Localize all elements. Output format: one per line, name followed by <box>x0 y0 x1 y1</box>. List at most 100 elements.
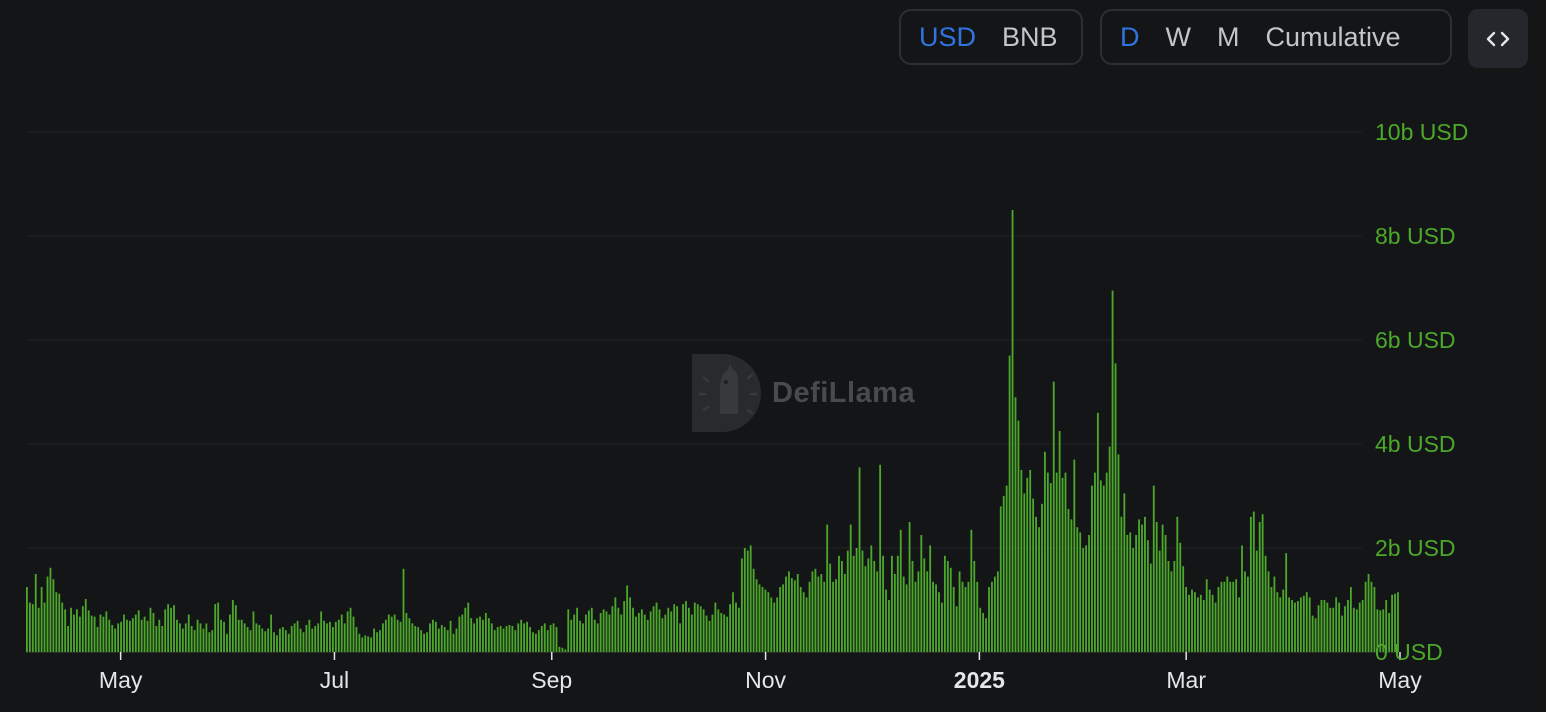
volume-bar <box>246 627 249 652</box>
volume-bar <box>767 592 770 652</box>
volume-bar <box>490 623 493 652</box>
volume-bar <box>499 626 502 652</box>
volume-bar <box>1167 561 1170 652</box>
period-weekly-button[interactable]: W <box>1153 22 1204 53</box>
volume-bar <box>1397 592 1399 652</box>
volume-bar <box>1226 576 1229 652</box>
volume-bar <box>214 604 217 652</box>
volume-bar <box>938 592 940 652</box>
volume-bar <box>1185 587 1188 652</box>
volume-bar <box>396 619 399 652</box>
volume-bar <box>599 613 602 652</box>
volume-bar <box>1391 594 1393 652</box>
volume-bar <box>93 616 96 652</box>
period-daily-button[interactable]: D <box>1107 22 1153 53</box>
volume-bar <box>1105 472 1108 652</box>
volume-bar <box>1155 522 1158 652</box>
volume-bar <box>576 607 579 652</box>
volume-bar <box>105 611 108 652</box>
volume-bar <box>717 609 720 652</box>
volume-bar <box>1358 602 1361 652</box>
volume-bar <box>399 621 402 652</box>
volume-bar <box>1370 581 1373 652</box>
volume-bar <box>143 616 146 652</box>
period-cumulative-button[interactable]: Cumulative <box>1252 22 1413 53</box>
volume-bar <box>1205 579 1208 652</box>
volume-bar <box>1249 516 1252 652</box>
volume-bar <box>461 614 464 652</box>
volume-bar <box>1002 496 1005 652</box>
volume-bar <box>1323 600 1326 652</box>
volume-bar <box>467 602 470 652</box>
volume-bar <box>349 607 352 652</box>
volume-bar <box>255 623 258 652</box>
volume-bar <box>1067 509 1070 652</box>
volume-bar <box>782 584 784 652</box>
volume-bar <box>1149 563 1152 652</box>
volume-bar <box>1238 597 1240 652</box>
watermark-text: DefiLlama <box>772 376 916 409</box>
volume-bar <box>529 627 531 652</box>
volume-bar <box>943 555 946 652</box>
volume-bar <box>664 614 667 652</box>
volume-bar <box>1041 503 1043 652</box>
volume-bar <box>449 620 452 652</box>
volume-bar <box>61 602 64 652</box>
volume-bar <box>735 602 737 652</box>
volume-bar <box>790 578 793 652</box>
volume-bar <box>284 630 287 652</box>
volume-bar <box>820 574 823 652</box>
volume-bar <box>446 630 449 652</box>
volume-bar <box>208 632 211 652</box>
volume-bar <box>1176 516 1179 652</box>
volume-bar <box>667 607 670 652</box>
volume-bar <box>58 593 61 652</box>
volume-bar <box>1349 587 1352 652</box>
volume-bar <box>234 605 237 652</box>
volume-bar <box>643 614 646 652</box>
volume-bar <box>405 613 408 652</box>
volume-bar <box>64 609 67 652</box>
volume-bar <box>743 548 746 652</box>
volume-bar <box>726 616 729 652</box>
volume-bar <box>629 597 631 652</box>
volume-bar <box>840 561 843 652</box>
currency-bnb-button[interactable]: BNB <box>989 22 1071 53</box>
period-monthly-button[interactable]: M <box>1204 22 1253 53</box>
volume-bar <box>655 602 658 652</box>
volume-bar <box>1247 576 1249 652</box>
volume-bar <box>305 624 308 652</box>
volume-bar <box>37 607 40 652</box>
volume-bar <box>70 607 72 652</box>
volume-bar <box>1196 597 1199 652</box>
volume-bar <box>543 623 546 652</box>
volume-bar <box>523 623 526 652</box>
volume-bar <box>120 621 122 652</box>
volume-bar <box>1094 472 1096 652</box>
volume-bar <box>1235 579 1238 652</box>
volume-bar <box>76 609 78 652</box>
volume-bar <box>652 606 655 652</box>
volume-bar <box>149 607 152 652</box>
volume-bar <box>417 627 420 652</box>
volume-bar <box>917 571 920 652</box>
volume-bar <box>464 607 467 652</box>
volume-bar <box>985 618 987 652</box>
volume-bar <box>290 626 293 652</box>
volume-bar <box>146 620 149 652</box>
volume-bar <box>502 628 505 652</box>
watermark: DefiLlama <box>690 352 915 434</box>
volume-bar <box>67 626 70 652</box>
volume-bar <box>364 635 367 652</box>
volume-bar <box>390 616 393 652</box>
volume-bar <box>1032 498 1035 652</box>
volume-bar <box>264 631 267 652</box>
volume-bar <box>585 614 587 652</box>
volume-bar <box>382 623 384 652</box>
volume-bar <box>893 574 896 652</box>
volume-bar <box>443 627 446 652</box>
embed-button[interactable] <box>1468 9 1528 68</box>
x-tick-label: 2025 <box>954 667 1005 693</box>
volume-bar <box>31 604 34 652</box>
currency-usd-button[interactable]: USD <box>906 22 989 53</box>
